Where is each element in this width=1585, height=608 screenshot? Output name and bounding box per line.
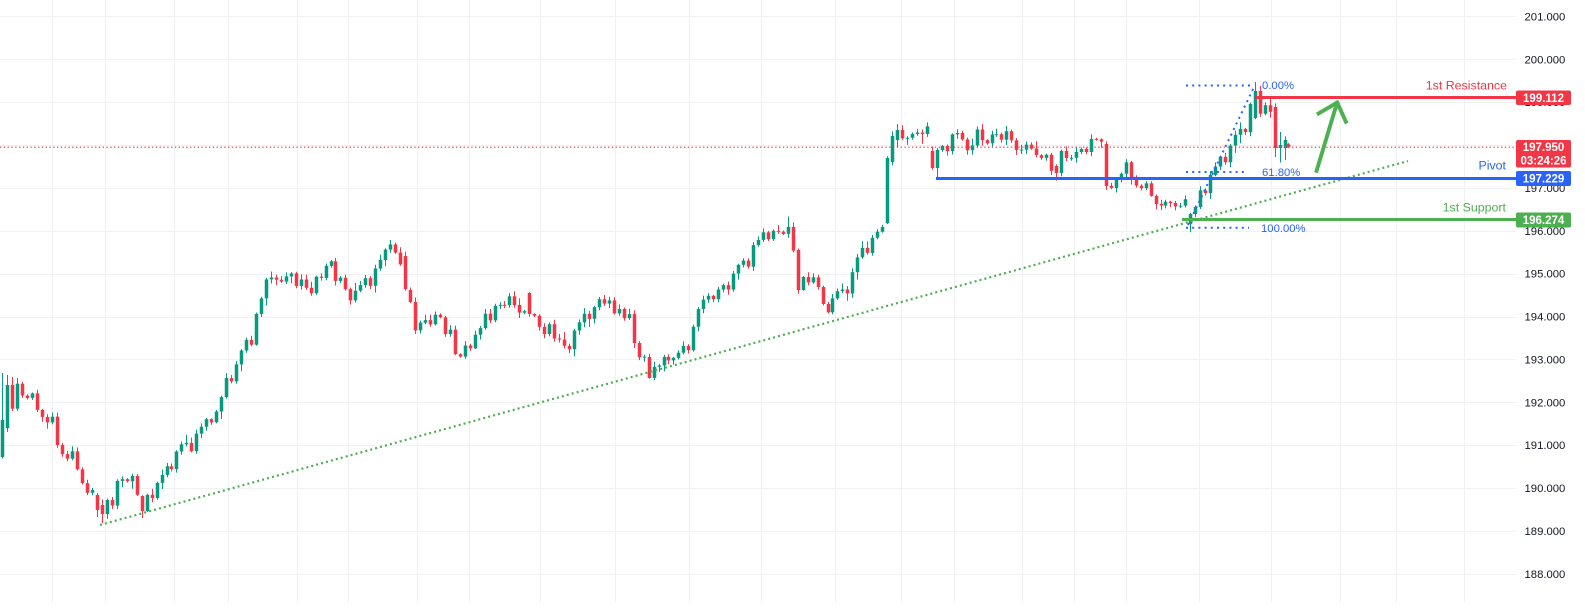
svg-text:100.00%: 100.00% [1261, 223, 1306, 235]
svg-text:201.000: 201.000 [1525, 11, 1566, 23]
svg-text:196.000: 196.000 [1525, 226, 1566, 238]
svg-text:0.00%: 0.00% [1262, 80, 1294, 92]
svg-text:61.80%: 61.80% [1262, 167, 1300, 179]
svg-text:1st Resistance: 1st Resistance [1426, 79, 1507, 93]
svg-text:196.274: 196.274 [1523, 215, 1565, 227]
svg-text:193.000: 193.000 [1525, 354, 1566, 366]
svg-text:199.112: 199.112 [1523, 93, 1564, 105]
svg-text:192.000: 192.000 [1525, 397, 1566, 409]
svg-text:190.000: 190.000 [1525, 483, 1566, 495]
svg-text:197.950: 197.950 [1523, 142, 1565, 154]
svg-text:189.000: 189.000 [1525, 526, 1566, 538]
svg-text:03:24:26: 03:24:26 [1520, 156, 1566, 168]
svg-text:Pivot: Pivot [1478, 159, 1506, 173]
svg-text:194.000: 194.000 [1525, 312, 1566, 324]
svg-text:195.000: 195.000 [1525, 269, 1566, 281]
svg-text:197.229: 197.229 [1523, 174, 1565, 186]
svg-text:1st Support: 1st Support [1443, 201, 1507, 215]
svg-text:191.000: 191.000 [1525, 440, 1566, 452]
svg-text:200.000: 200.000 [1525, 54, 1566, 66]
svg-text:188.000: 188.000 [1525, 569, 1566, 581]
